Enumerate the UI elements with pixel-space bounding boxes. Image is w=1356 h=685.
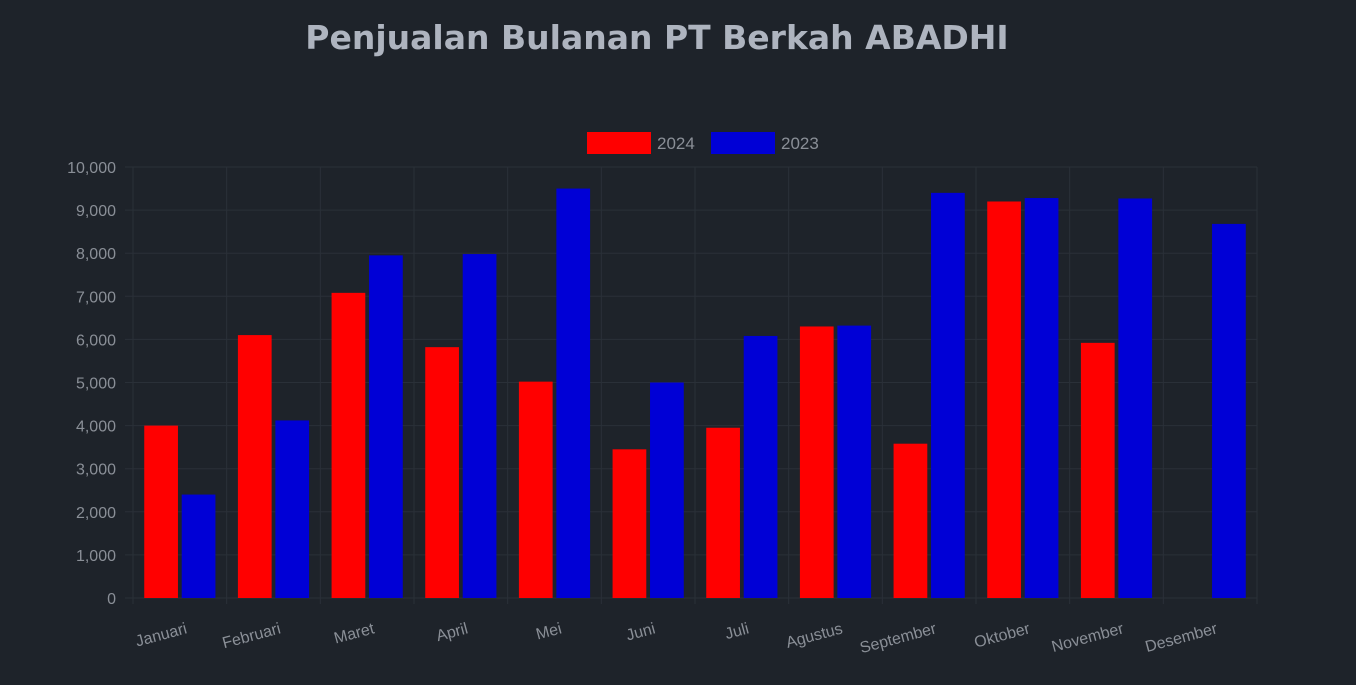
legend-label: 2024	[657, 134, 695, 153]
legend[interactable]: 2024 2023	[587, 132, 819, 154]
x-tick-label: Juni	[624, 620, 657, 644]
bar-2024-juni[interactable]	[612, 449, 647, 598]
y-tick-label: 8,000	[76, 246, 116, 263]
bar-2023-november[interactable]	[1118, 198, 1153, 598]
y-tick-label: 1,000	[76, 548, 116, 565]
grid-lines	[125, 166, 1258, 604]
x-tick-label: Juli	[723, 620, 751, 643]
y-tick-label: 4,000	[76, 419, 116, 436]
x-tick-label: Februari	[221, 620, 283, 652]
legend-item-2024[interactable]: 2024	[587, 132, 695, 154]
bar-2023-oktober[interactable]	[1024, 198, 1059, 599]
bar-2023-september[interactable]	[931, 192, 965, 599]
bar-2023-februari[interactable]	[275, 420, 310, 598]
bar-2024-november[interactable]	[1080, 342, 1115, 598]
y-tick-label: 3,000	[76, 462, 116, 479]
bar-2023-desember[interactable]	[1212, 223, 1246, 598]
y-tick-label: 6,000	[76, 332, 116, 349]
bar-2024-februari[interactable]	[237, 335, 272, 598]
x-tick-label: Maret	[332, 620, 376, 647]
bar-2024-maret[interactable]	[331, 292, 366, 598]
x-tick-label: Oktober	[972, 620, 1032, 651]
bars	[144, 188, 1246, 599]
y-tick-label: 10,000	[67, 160, 116, 177]
x-tick-label: April	[435, 620, 470, 645]
bar-2023-agustus[interactable]	[837, 325, 872, 598]
chart-title: Penjualan Bulanan PT Berkah ABADHI	[305, 18, 1009, 57]
y-tick-label: 9,000	[76, 203, 116, 220]
bar-2024-agustus[interactable]	[799, 326, 834, 598]
x-tick-label: November	[1050, 620, 1126, 656]
bar-2024-mei[interactable]	[518, 381, 553, 598]
x-tick-label: Januari	[134, 620, 189, 650]
x-tick-label: Agustus	[784, 620, 844, 651]
bar-2024-september[interactable]	[893, 443, 928, 598]
x-tick-label: Mei	[534, 620, 563, 643]
y-tick-label: 2,000	[76, 505, 116, 522]
bar-2024-juli[interactable]	[706, 427, 740, 598]
x-tick-label: Desember	[1144, 620, 1220, 656]
bar-2024-april[interactable]	[425, 347, 459, 598]
bar-2023-april[interactable]	[462, 254, 497, 598]
bar-2023-maret[interactable]	[369, 255, 403, 599]
y-tick-label: 0	[107, 591, 116, 608]
legend-item-2023[interactable]: 2023	[711, 132, 819, 154]
x-tick-label: September	[858, 620, 939, 657]
bar-2024-januari[interactable]	[144, 425, 178, 598]
y-tick-label: 5,000	[76, 376, 116, 393]
legend-label: 2023	[781, 134, 819, 153]
y-tick-label: 7,000	[76, 289, 116, 306]
legend-swatch	[587, 132, 651, 154]
x-axis-ticks: Januari Februari Maret April Mei Juni Juli Agus…	[134, 620, 1220, 657]
y-axis-ticks: 0 1,000 2,000 3,000 4,000 5,000 6,000 7,000 8,00…	[67, 160, 116, 608]
legend-swatch	[711, 132, 775, 154]
bar-2023-januari[interactable]	[181, 494, 216, 598]
bar-2023-juni[interactable]	[650, 382, 684, 599]
bar-2023-mei[interactable]	[556, 188, 591, 599]
bar-2024-oktober[interactable]	[987, 201, 1021, 599]
bar-2023-juli[interactable]	[743, 335, 778, 598]
